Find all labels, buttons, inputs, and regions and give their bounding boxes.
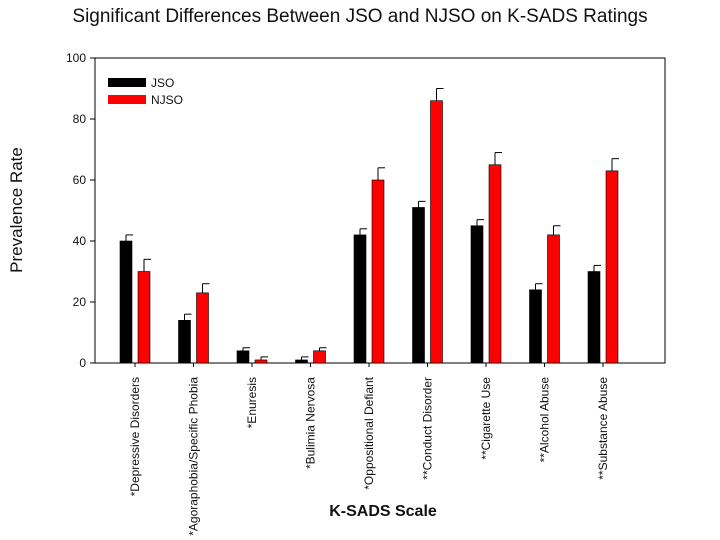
chart-title: Significant Differences Between JSO and … <box>72 6 647 27</box>
y-axis-title: Prevalence Rate <box>7 147 26 273</box>
x-tick-label: *Bulimia Nervosa <box>304 377 318 469</box>
bar-jso-1 <box>178 319 191 364</box>
x-tick-label: **Substance Abuse <box>596 377 610 480</box>
bar-jso-3 <box>295 359 308 364</box>
x-tick-label: *Oppositional Defiant <box>362 376 376 489</box>
y-tick-label: 0 <box>79 356 86 370</box>
y-tick-label: 80 <box>73 112 87 126</box>
x-tick-label: **Alcohol Abuse <box>538 377 552 463</box>
x-tick-label: *Depressive Disorders <box>128 377 142 496</box>
bar-njso-5 <box>430 100 443 364</box>
y-tick-label: 20 <box>73 295 87 309</box>
y-axis: 0 20 40 60 80 100 <box>66 51 95 370</box>
x-tick-label: *Agoraphobia/Specific Phobia <box>187 377 201 536</box>
x-tick-label: *Enuresis <box>245 377 259 428</box>
bar-njso-3 <box>313 350 326 364</box>
bars <box>119 88 619 364</box>
bar-njso-6 <box>488 164 502 364</box>
legend-swatch-jso <box>108 78 146 87</box>
legend-label-jso: JSO <box>151 76 174 90</box>
legend-label-njso: NJSO <box>151 93 183 107</box>
y-tick-label: 40 <box>73 234 87 248</box>
bar-jso-8 <box>587 271 601 364</box>
bar-jso-6 <box>470 225 484 364</box>
x-tick-label: **Cigarette Use <box>479 377 493 460</box>
legend-swatch-njso <box>108 95 146 104</box>
bar-njso-7 <box>547 234 560 364</box>
bar-njso-8 <box>605 170 619 364</box>
bar-njso-2 <box>254 359 268 364</box>
bar-njso-4 <box>371 179 385 364</box>
x-axis-title: K-SADS Scale <box>329 503 437 520</box>
bar-njso-0 <box>137 271 151 364</box>
y-tick-label: 60 <box>73 173 87 187</box>
bar-jso-0 <box>119 240 133 364</box>
bar-jso-7 <box>529 289 542 364</box>
bar-jso-5 <box>412 207 425 364</box>
legend: JSO NJSO <box>108 76 183 107</box>
x-tick-label: **Conduct Disorder <box>421 377 435 480</box>
bar-njso-1 <box>196 292 209 364</box>
bar-jso-4 <box>353 234 367 364</box>
bar-jso-2 <box>236 350 250 364</box>
x-axis: *Depressive Disorders *Agoraphobia/Specif… <box>128 363 610 536</box>
y-tick-label: 100 <box>66 51 86 65</box>
